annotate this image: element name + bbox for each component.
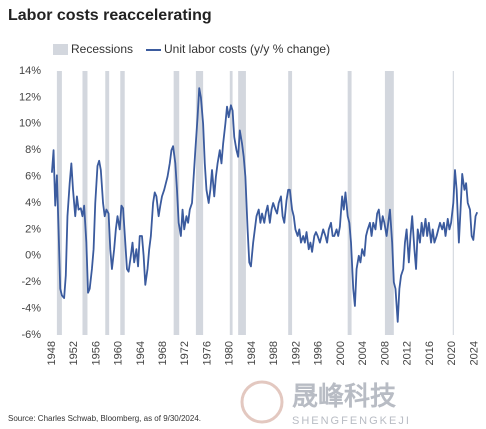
y-tick-label: 8%: [25, 144, 41, 156]
legend-label: Recessions: [71, 42, 133, 56]
x-tick-label: 2004: [357, 341, 369, 365]
y-tick-label: -2%: [21, 276, 41, 288]
x-tick-label: 1976: [201, 341, 213, 365]
y-tick-label: 10%: [19, 118, 41, 130]
y-tick-label: 2%: [25, 223, 41, 235]
recession-band: [56, 71, 62, 335]
recession-band: [195, 71, 204, 335]
x-tick-label: 1984: [246, 341, 258, 365]
x-tick-label: 2020: [446, 341, 458, 365]
legend-swatch: [53, 44, 68, 55]
data-line: [50, 87, 479, 323]
x-tick-label: 1956: [90, 341, 102, 365]
y-tick-label: 4%: [25, 197, 41, 209]
source-note: Source: Charles Schwab, Bloomberg, as of…: [8, 414, 201, 423]
y-tick-label: -4%: [21, 303, 41, 315]
recession-band: [173, 71, 180, 335]
recession-band: [347, 71, 352, 335]
x-tick-label: 1968: [157, 341, 169, 365]
x-tick-label: 2016: [424, 341, 436, 365]
recession-band: [229, 71, 233, 335]
y-tick-label: -6%: [21, 329, 41, 341]
y-tick-label: 14%: [19, 65, 41, 77]
x-tick-label: 2000: [335, 341, 347, 365]
recession-band: [105, 71, 110, 335]
x-tick-label: 1960: [113, 341, 125, 365]
y-tick-label: 12%: [19, 91, 41, 103]
watermark: 晟峰科技: [292, 381, 396, 411]
x-tick-label: 1992: [290, 341, 302, 365]
watermark-sub: SHENGFENGKEJI: [292, 415, 411, 427]
x-tick-label: 1952: [68, 341, 80, 365]
x-tick-label: 1988: [268, 341, 280, 365]
y-tick-label: 0%: [25, 250, 41, 262]
recession-band: [384, 71, 394, 335]
recession-band: [82, 71, 88, 335]
x-tick-label: 1948: [46, 341, 58, 365]
recession-band: [288, 71, 293, 335]
x-tick-label: 1964: [135, 341, 147, 365]
chart-title: Labor costs reaccelerating: [8, 7, 212, 24]
x-tick-label: 2008: [379, 341, 391, 365]
y-tick-label: 6%: [25, 171, 41, 183]
watermark-logo: [240, 380, 284, 424]
recession-band: [120, 71, 125, 335]
x-tick-label: 2012: [402, 341, 414, 365]
x-tick-label: 2024: [468, 341, 480, 365]
x-tick-label: 1980: [224, 341, 236, 365]
recession-band: [238, 71, 246, 335]
x-tick-label: 1996: [313, 341, 325, 365]
legend-label: Unit labor costs (y/y % change): [164, 42, 330, 56]
x-tick-label: 1972: [179, 341, 191, 365]
